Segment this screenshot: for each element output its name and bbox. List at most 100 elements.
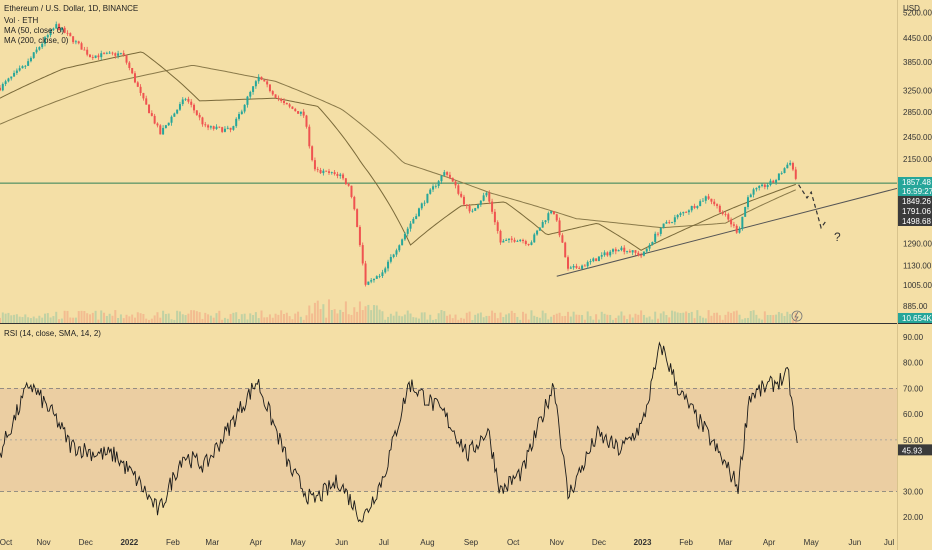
volume-bar-252: [707, 310, 710, 323]
symbol-title[interactable]: Ethereum / U.S. Dollar, 1D, BINANCE: [4, 4, 138, 13]
candle-body-43: [119, 53, 122, 54]
candle-body-38: [105, 52, 108, 54]
volume-bar-164: [460, 317, 463, 323]
volume-bar-68: [190, 310, 193, 323]
candle-body-18: [49, 30, 52, 36]
volume-bar-169: [474, 314, 477, 323]
candle-body-169: [474, 208, 477, 211]
volume-bar-242: [679, 312, 682, 323]
candle-body-144: [403, 233, 406, 240]
time-label-9: Jul: [379, 538, 389, 547]
candle-body-187: [524, 241, 527, 245]
volume-bar-230: [645, 317, 648, 323]
volume-bar-237: [665, 314, 668, 323]
time-axis[interactable]: Oct Nov Dec 2022 Feb Mar Apr May Jun Jul Aug Sep Oct…: [0, 538, 894, 547]
volume-bar-219: [614, 317, 617, 323]
candle-body-261: [732, 224, 735, 226]
candle-body-264: [741, 216, 744, 229]
candle-body-120: [336, 174, 339, 176]
candle-body-41: [114, 53, 117, 56]
volume-bar-190: [533, 315, 536, 323]
volume-bar-80: [223, 317, 226, 323]
volume-bar-144: [403, 314, 406, 323]
time-label-0: Oct: [0, 538, 13, 547]
volume-bar-199: [558, 312, 561, 323]
volume-bar-262: [735, 310, 738, 323]
volume-bar-17: [46, 313, 49, 323]
candle-body-72: [201, 117, 204, 125]
candle-body-244: [685, 212, 688, 213]
rsi-axis-ticks: 90.00 80.00 70.00 60.00 50.00 30.00 20.00: [903, 333, 924, 522]
candle-body-17: [46, 35, 49, 38]
volume-bar-217: [609, 314, 612, 323]
rising-trend-line[interactable]: [556, 187, 898, 277]
rsi-tick-6: 20.00: [903, 513, 924, 522]
candle-body-25: [69, 33, 72, 37]
volume-bar-212: [595, 314, 598, 323]
volume-bar-197: [552, 314, 555, 323]
rsi-legend[interactable]: RSI (14, close, SMA, 14, 2): [4, 329, 101, 338]
candle-body-223: [626, 251, 629, 253]
candle-body-190: [533, 234, 536, 243]
candle-body-130: [364, 263, 367, 285]
volume-bar-38: [105, 315, 108, 323]
candle-body-149: [417, 208, 420, 217]
volume-bar-35: [97, 319, 100, 323]
volume-bar-208: [583, 319, 586, 323]
candle-body-237: [665, 222, 668, 224]
volume-bar-264: [741, 319, 744, 323]
candle-body-262: [735, 225, 738, 233]
volume-bar-110: [308, 305, 311, 323]
volume-bar-149: [417, 318, 420, 323]
volume-bar-100: [280, 310, 283, 323]
candle-body-61: [170, 116, 173, 123]
candle-body-188: [527, 244, 530, 245]
time-label-8: Jun: [335, 538, 348, 547]
candle-body-231: [648, 244, 651, 249]
candle-body-23: [63, 27, 66, 33]
volume-bar-105: [294, 313, 297, 323]
volume-legend[interactable]: Vol · ETH: [4, 16, 38, 25]
candle-body-268: [752, 189, 755, 195]
lightning-icon[interactable]: [791, 310, 803, 322]
volume-bar-204: [572, 311, 575, 323]
candle-body-53: [148, 104, 151, 114]
candle-body-128: [358, 226, 361, 246]
price-axis-labels[interactable]: USD 1857.48 16:59:27 1849.26 1791.06 149…: [898, 4, 932, 456]
ma-mid-price-tag: 1791.06: [898, 206, 932, 216]
volume-bar-227: [637, 314, 640, 323]
candle-body-76: [212, 126, 215, 129]
candle-body-37: [103, 53, 106, 55]
volume-bar-10: [27, 317, 30, 323]
rsi-pane[interactable]: RSI (14, close, SMA, 14, 2) 90.00 80.00 70…: [0, 329, 924, 523]
volume-bar-223: [626, 319, 629, 323]
rsi-tick-5: 30.00: [903, 487, 924, 496]
rsi-tick-0: 90.00: [903, 333, 924, 342]
time-label-21: Jul: [884, 538, 894, 547]
candle-body-44: [122, 53, 125, 56]
time-label-2: Dec: [79, 538, 93, 547]
volume-bar-18: [49, 317, 52, 323]
candle-body-240: [673, 217, 676, 223]
volume-bar-155: [434, 319, 437, 323]
ma50-legend[interactable]: MA (50, close, 0): [4, 26, 64, 35]
volume-bar-143: [401, 316, 404, 323]
volume-bar-189: [530, 310, 533, 323]
candle-body-191: [536, 230, 539, 235]
volume-bar-125: [350, 314, 353, 323]
volume-bar-268: [752, 310, 755, 323]
volume-bar-278: [780, 313, 783, 323]
volume-bar-131: [367, 304, 370, 323]
ma200-legend[interactable]: MA (200, close, 0): [4, 36, 69, 45]
candle-body-198: [555, 214, 558, 221]
candle-body-164: [460, 193, 463, 197]
candle-body-277: [777, 173, 780, 180]
volume-bar-225: [631, 317, 634, 323]
candle-body-196: [550, 211, 553, 214]
volume-bar-119: [333, 309, 336, 323]
volume-bar-171: [479, 312, 482, 323]
price-pane[interactable]: 5200.00 4450.00 3850.00 3250.00 2850.00 2450.…: [0, 8, 932, 323]
candle-body-167: [468, 205, 471, 212]
rsi-current-value: 45.93: [902, 446, 923, 455]
